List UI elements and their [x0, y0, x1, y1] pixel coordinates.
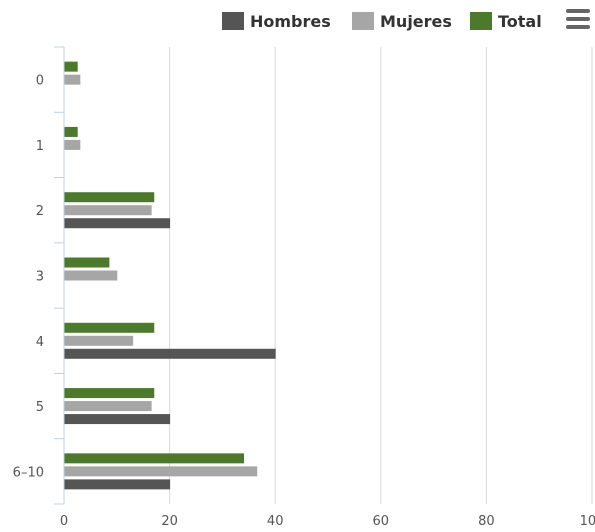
- category-label-1: 1: [36, 139, 44, 154]
- bar-total-4: [64, 322, 155, 333]
- bar-total-2: [64, 192, 155, 203]
- bar-mujeres-1: [64, 139, 81, 150]
- bar-mujeres-4: [64, 335, 134, 346]
- x-tick-label-0: 0: [60, 514, 68, 529]
- legend-item-mujeres[interactable]: Mujeres: [352, 10, 452, 32]
- bar-mujeres-0: [64, 74, 81, 85]
- category-label-6: 6–10: [13, 465, 44, 480]
- legend-swatch-mujeres: [352, 12, 374, 30]
- legend-item-total[interactable]: Total: [470, 10, 542, 32]
- bar-total-6: [64, 453, 245, 464]
- bar-total-3: [64, 257, 110, 268]
- legend-swatch-hombres: [222, 12, 244, 30]
- bar-mujeres-3: [64, 270, 118, 281]
- bar-total-1: [64, 126, 78, 137]
- bar-mujeres-5: [64, 401, 152, 412]
- x-tick-label-60: 60: [373, 514, 390, 529]
- bar-hombres-4: [64, 348, 276, 359]
- category-label-4: 4: [36, 335, 44, 350]
- category-label-5: 5: [36, 400, 44, 415]
- legend-label-mujeres: Mujeres: [380, 11, 452, 31]
- chart-legend: Hombres Mujeres Total: [0, 8, 595, 34]
- category-label-0: 0: [36, 74, 44, 89]
- bar-mujeres-6: [64, 466, 258, 477]
- hamburger-menu-icon[interactable]: [566, 9, 590, 29]
- legend-label-total: Total: [498, 11, 542, 31]
- x-tick-label-80: 80: [478, 514, 495, 529]
- bar-total-0: [64, 61, 78, 72]
- legend-swatch-total: [470, 12, 492, 30]
- legend-label-hombres: Hombres: [250, 11, 331, 31]
- category-label-2: 2: [36, 204, 44, 219]
- x-tick-label-20: 20: [161, 514, 178, 529]
- bar-hombres-2: [64, 218, 171, 229]
- bar-total-5: [64, 388, 155, 399]
- bar-mujeres-2: [64, 205, 152, 216]
- bar-hombres-5: [64, 414, 171, 425]
- x-tick-label-100: 100: [580, 514, 595, 529]
- x-tick-label-40: 40: [267, 514, 284, 529]
- legend-item-hombres[interactable]: Hombres: [222, 10, 331, 32]
- bar-hombres-6: [64, 479, 171, 490]
- category-label-3: 3: [36, 270, 44, 285]
